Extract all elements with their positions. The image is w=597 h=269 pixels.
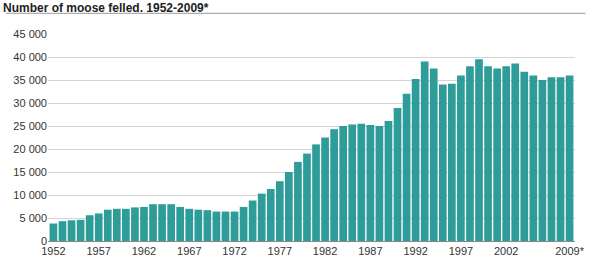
svg-text:1982: 1982	[313, 245, 337, 257]
svg-text:1987: 1987	[358, 245, 382, 257]
svg-text:1972: 1972	[222, 245, 246, 257]
svg-text:1977: 1977	[268, 245, 292, 257]
svg-text:1962: 1962	[132, 245, 156, 257]
svg-text:2009*: 2009*	[555, 245, 584, 257]
svg-text:0: 0	[41, 235, 47, 247]
svg-text:1967: 1967	[177, 245, 201, 257]
svg-text:1997: 1997	[449, 245, 473, 257]
svg-text:1992: 1992	[403, 245, 427, 257]
svg-text:30 000: 30 000	[13, 97, 47, 109]
svg-text:15 000: 15 000	[13, 166, 47, 178]
svg-text:Number of moose felled. 1952-2: Number of moose felled. 1952-2009*	[3, 1, 209, 15]
svg-text:35 000: 35 000	[13, 74, 47, 86]
svg-text:1952: 1952	[41, 245, 65, 257]
svg-text:1957: 1957	[86, 245, 110, 257]
svg-text:20 000: 20 000	[13, 143, 47, 155]
svg-text:2002: 2002	[494, 245, 518, 257]
svg-text:25 000: 25 000	[13, 120, 47, 132]
svg-text:45 000: 45 000	[13, 28, 47, 40]
svg-text:10 000: 10 000	[13, 189, 47, 201]
svg-text:40 000: 40 000	[13, 51, 47, 63]
svg-text:5 000: 5 000	[19, 212, 47, 224]
